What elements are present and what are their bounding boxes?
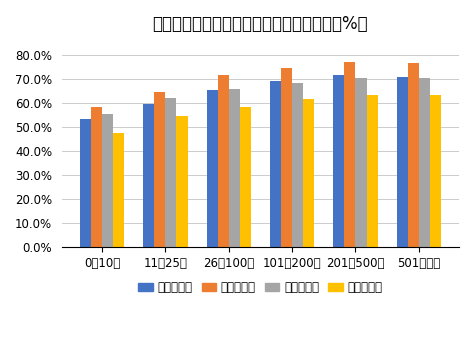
Bar xyxy=(292,83,303,247)
Bar xyxy=(303,99,314,247)
Bar xyxy=(397,76,408,247)
Bar xyxy=(143,104,155,247)
Bar xyxy=(408,63,419,247)
Bar xyxy=(165,98,176,247)
Bar xyxy=(366,95,378,247)
Bar xyxy=(356,78,366,247)
Bar xyxy=(102,114,113,247)
Bar xyxy=(430,95,441,247)
Bar xyxy=(80,119,91,247)
Bar xyxy=(155,92,165,247)
Legend: 小学校国語, 小学校算数, 中学校国語, 中学校数学: 小学校国語, 小学校算数, 中学校国語, 中学校数学 xyxy=(134,276,387,298)
Bar xyxy=(176,116,188,247)
Bar xyxy=(113,133,124,247)
Bar xyxy=(344,62,356,247)
Bar xyxy=(91,107,102,247)
Bar xyxy=(218,75,229,247)
Bar xyxy=(240,107,251,247)
Bar xyxy=(419,78,430,247)
Title: 家にある本の冊数／各教科の平均正答率（%）: 家にある本の冊数／各教科の平均正答率（%） xyxy=(153,15,368,33)
Bar xyxy=(207,90,218,247)
Bar xyxy=(333,75,344,247)
Bar xyxy=(281,68,292,247)
Bar xyxy=(229,88,240,247)
Bar xyxy=(270,82,281,247)
